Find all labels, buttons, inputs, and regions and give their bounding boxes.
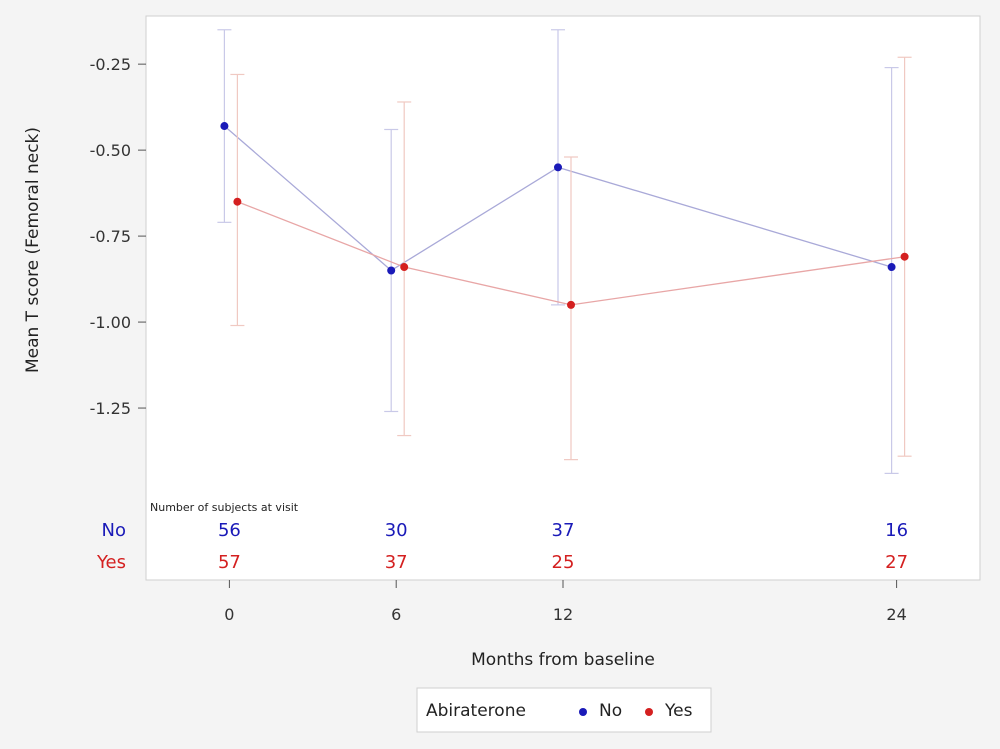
legend-box	[416, 687, 712, 733]
counts-cell: 16	[885, 520, 908, 541]
data-point-yes	[400, 263, 409, 272]
y-tick-label: -0.75	[90, 227, 131, 246]
data-point-yes	[900, 252, 909, 261]
series-yes	[230, 56, 912, 461]
counts-row-label: No	[102, 520, 126, 541]
x-axis-label: Months from baseline	[471, 650, 655, 670]
data-point-no	[387, 266, 396, 275]
y-tick-label: -0.50	[90, 141, 131, 160]
data-point-no	[887, 263, 896, 272]
legend-title: Abiraterone	[426, 701, 526, 721]
legend-entry-yes: Yes	[664, 701, 693, 721]
legend: Abiraterone No Yes	[416, 687, 712, 733]
legend-entry-no: No	[599, 701, 622, 721]
counts-cell: 30	[385, 520, 408, 541]
y-tick-label: -0.25	[90, 55, 131, 74]
series-line-no	[223, 125, 892, 272]
counts-table: Number of subjects at visit No 56 30 37 16 Yes…	[96, 501, 908, 573]
series-line-yes	[237, 201, 905, 306]
data-point-yes	[567, 300, 575, 309]
x-tick-label: 6	[391, 605, 401, 624]
counts-cell: 37	[385, 552, 408, 573]
y-axis: -0.25 -0.50 -0.75 -1.00 -1.25	[90, 55, 146, 418]
legend-marker-yes	[645, 708, 653, 716]
data-point-no	[220, 122, 229, 131]
x-tick-label: 24	[886, 605, 906, 624]
counts-cell: 57	[218, 552, 241, 573]
counts-cell: 25	[552, 552, 575, 573]
counts-cell: 27	[885, 552, 908, 573]
counts-title: Number of subjects at visit	[150, 501, 299, 514]
series-layer	[217, 29, 912, 474]
y-axis-label: Mean T score (Femoral neck)	[23, 127, 43, 373]
y-tick-label: -1.25	[90, 399, 131, 418]
counts-row-label: Yes	[96, 552, 126, 573]
x-axis: 0 6 12 24	[224, 580, 907, 624]
counts-cell: 37	[552, 520, 575, 541]
y-tick-label: -1.00	[90, 313, 131, 332]
data-point-yes	[233, 197, 242, 206]
x-tick-label: 12	[553, 605, 573, 624]
legend-marker-no	[579, 708, 587, 716]
counts-cell: 56	[218, 520, 241, 541]
data-point-no	[554, 163, 562, 172]
plot-frame	[145, 15, 981, 581]
x-tick-label: 0	[224, 605, 234, 624]
series-no	[217, 29, 899, 474]
